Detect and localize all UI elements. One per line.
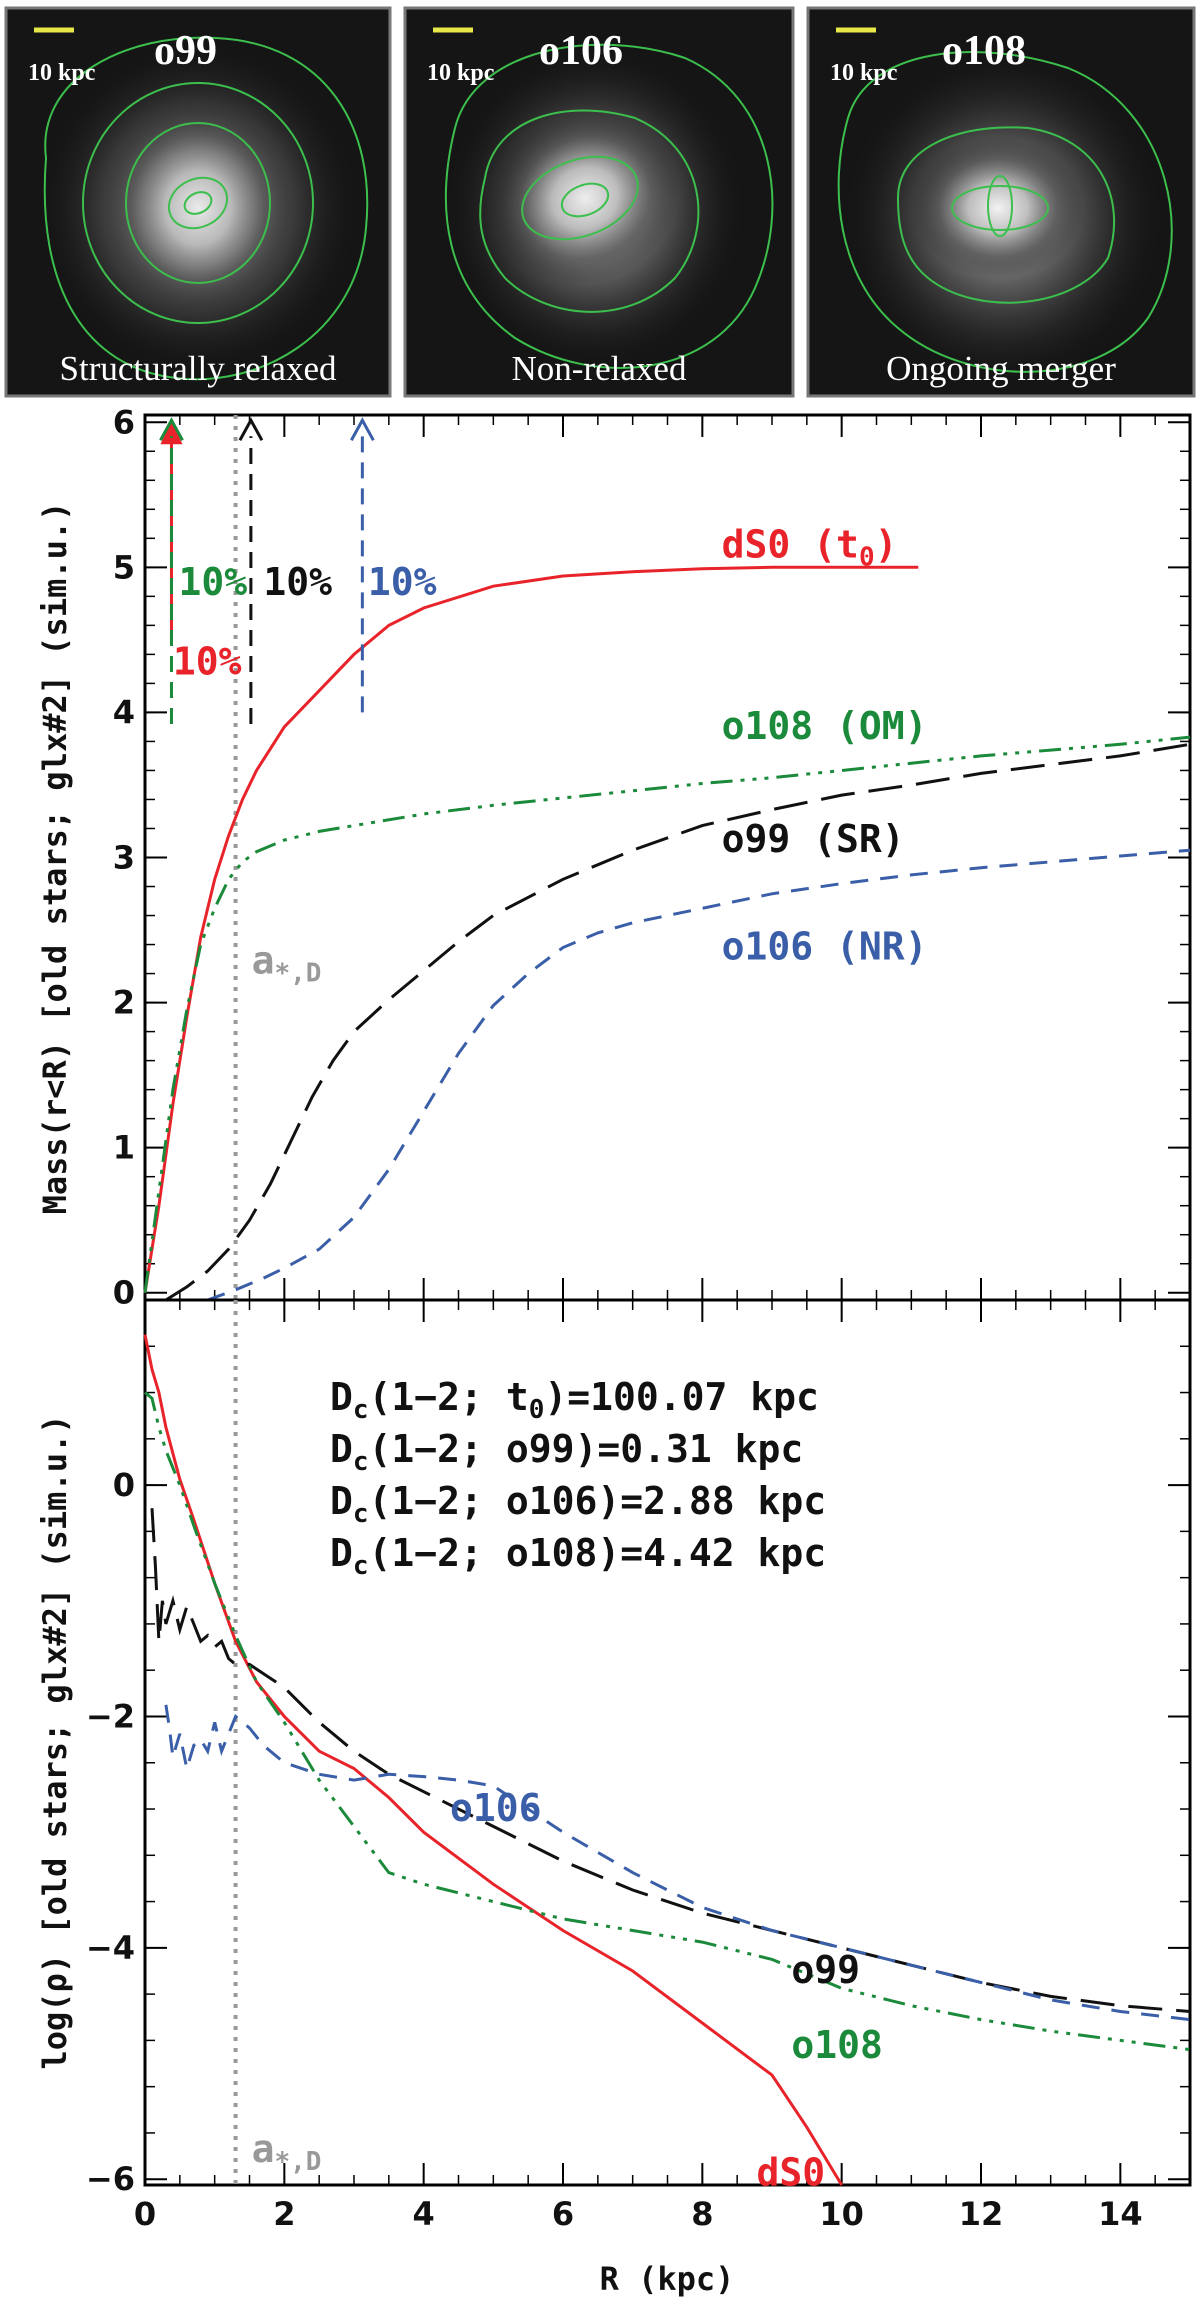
y-tick-label: 6 xyxy=(113,403,135,441)
chart1-frame xyxy=(143,413,1192,1302)
separation-annotation: Dc(1−2; o108)=4.42 kpc xyxy=(330,1531,826,1581)
series-line-o108 xyxy=(143,735,1191,1293)
series-line-o99 xyxy=(165,742,1191,1302)
series-label-o108: o108 xyxy=(791,2023,883,2067)
series-label-dS0: dS0 xyxy=(757,2150,826,2194)
y-tick-label: −4 xyxy=(86,1929,135,1967)
arrowhead-o106 xyxy=(350,417,375,441)
arrowhead-o99 xyxy=(238,417,264,441)
x-tick-label: 8 xyxy=(691,2195,713,2233)
chart1-ylabel: Mass(r<R) [old stars; glx#2] (sim.u.) xyxy=(36,502,74,1215)
series-label-o106: o106 xyxy=(450,1786,542,1830)
series-label-dS0: dS0 (t0) xyxy=(722,523,898,573)
series-line-o106 xyxy=(207,848,1191,1302)
arrow-label-o99: 10% xyxy=(263,560,332,604)
galaxy-image-o99: 10 kpc o99 Structurally relaxed xyxy=(4,6,392,398)
series-line-dS0 xyxy=(143,1334,843,2186)
scale-length-label: a*,D xyxy=(252,939,322,989)
panel-caption-o108: Ongoing merger xyxy=(886,349,1116,388)
x-tick-label: 6 xyxy=(552,2195,574,2233)
scale-label-o106: 10 kpc xyxy=(427,60,495,86)
y-tick-label: 5 xyxy=(113,548,135,586)
series-label-o99: o99 xyxy=(791,1948,860,1992)
arrow-label-o108: 10% xyxy=(178,560,247,604)
galaxy-image-o108: 10 kpc o108 Ongoing merger xyxy=(806,6,1196,398)
arrow-label-dS0: 10% xyxy=(173,640,242,684)
separation-annotation: Dc(1−2; o106)=2.88 kpc xyxy=(330,1479,826,1529)
x-tick-label: 12 xyxy=(959,2195,1004,2233)
series-line-o108 xyxy=(144,1391,1191,2052)
separation-annotation: Dc(1−2; o99)=0.31 kpc xyxy=(330,1427,803,1477)
arrow-label-o106: 10% xyxy=(368,560,437,604)
series-label-o108: o108 (OM) xyxy=(722,704,928,748)
scale-label-o108: 10 kpc xyxy=(830,60,898,86)
panel-title-o108: o108 xyxy=(942,28,1026,74)
panel-caption-o106: Non-relaxed xyxy=(512,349,687,388)
cumulative-mass-chart: 0 1 2 3 4 5 6 a*,D dS0 (t0) o108 (OM) o99 (SR) o10… xyxy=(36,403,1192,1312)
x-tick-label: 10 xyxy=(819,2195,864,2233)
x-tick-label: 14 xyxy=(1098,2195,1143,2233)
series-line-dS0 xyxy=(143,565,919,1293)
series-label-o99: o99 (SR) xyxy=(722,817,905,861)
y-tick-label: 1 xyxy=(113,1129,135,1167)
scale-length-label: a*,D xyxy=(252,2127,322,2177)
arrowhead-dS0 xyxy=(160,420,183,445)
y-tick-label: 0 xyxy=(113,1274,135,1312)
y-tick-label: −2 xyxy=(86,1697,135,1735)
chart2-ylabel: log(ρ) [old stars; glx#2] (sim.u.) xyxy=(36,1414,74,2069)
series-label-o106: o106 (NR) xyxy=(722,924,928,968)
scale-label-o99: 10 kpc xyxy=(28,60,96,86)
series-line-o106 xyxy=(164,1704,1191,2022)
panel-title-o99: o99 xyxy=(154,28,217,74)
panel-caption-o99: Structurally relaxed xyxy=(60,349,337,388)
y-tick-label: 4 xyxy=(113,693,135,731)
y-tick-label: 0 xyxy=(113,1466,135,1504)
chart2-xlabel: R (kpc) xyxy=(600,2260,735,2298)
galaxy-image-panels: 10 kpc o99 Structurally relaxed 10 kpc o… xyxy=(4,6,1196,398)
panel-title-o106: o106 xyxy=(539,28,623,74)
y-tick-label: −6 xyxy=(86,2160,135,2198)
separation-annotation: Dc(1−2; t0)=100.07 kpc xyxy=(330,1375,819,1425)
x-tick-label: 4 xyxy=(413,2195,435,2233)
x-tick-label: 0 xyxy=(134,2195,156,2233)
galaxy-image-o106: 10 kpc o106 Non-relaxed xyxy=(403,6,795,398)
y-tick-label: 3 xyxy=(113,839,135,877)
x-tick-label: 2 xyxy=(273,2195,295,2233)
y-tick-label: 2 xyxy=(113,984,135,1022)
arrowhead-o108 xyxy=(159,417,184,441)
